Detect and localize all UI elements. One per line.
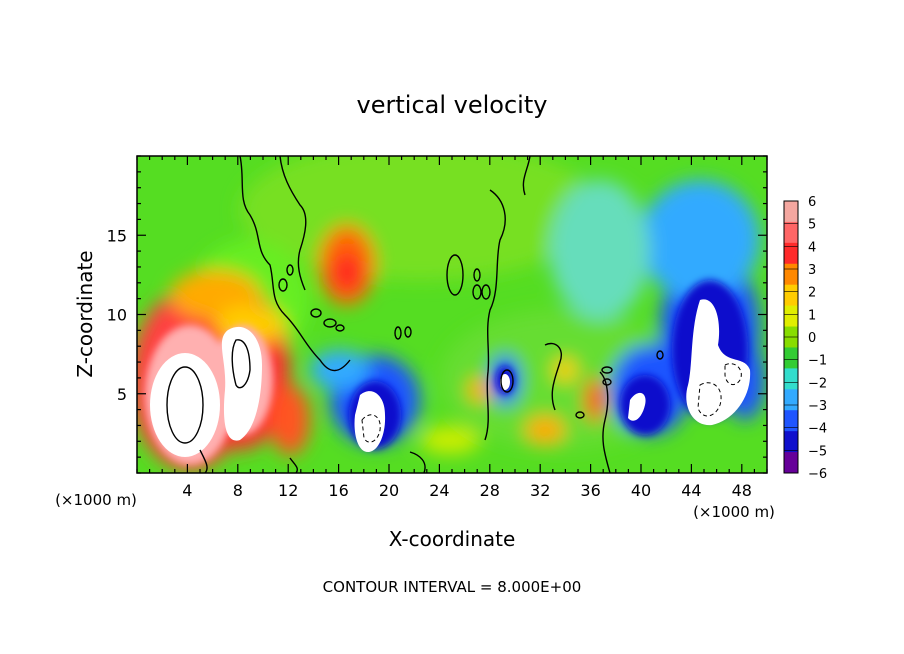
x-tick-label: 28 [480, 481, 500, 500]
y-tick-label: 5 [117, 385, 127, 404]
x-unit-label-right: (×1000 m) [693, 503, 775, 521]
chart-title: vertical velocity [357, 91, 548, 119]
colorbar: 6 5 4 3 2 1 0 −1 −2 −3 −4 −5 −6 [783, 195, 827, 482]
colorbar-label: 6 [808, 195, 816, 210]
colorbar-label: 1 [808, 308, 816, 323]
x-tick-label: 20 [379, 481, 399, 500]
colorbar-swatch [784, 284, 798, 307]
x-axis-label: X-coordinate [389, 527, 516, 551]
x-tick-label: 32 [530, 481, 550, 500]
contour-lines [166, 156, 664, 473]
x-tick-label: 8 [233, 481, 243, 500]
x-unit-label: (×1000 m) [55, 491, 137, 509]
colorbar-label: −4 [808, 422, 827, 437]
colorbar-label: −1 [808, 354, 827, 369]
x-tick-label: 44 [681, 481, 701, 500]
x-tick-label: 24 [429, 481, 449, 500]
colorbar-label: 5 [808, 218, 816, 233]
colorbar-swatch [784, 347, 798, 369]
colorbar-label: −2 [808, 376, 827, 391]
colorbar-swatch [784, 431, 798, 453]
contour-interval-note: CONTOUR INTERVAL = 8.000E+00 [323, 578, 582, 596]
colorbar-label: 2 [808, 286, 816, 301]
colorbar-label: −5 [808, 444, 827, 459]
colorbar-swatch [784, 368, 798, 390]
colorbar-label: −3 [808, 399, 827, 414]
x-tick-label: 48 [732, 481, 752, 500]
x-tick-label: 40 [631, 481, 651, 500]
x-tick-label: 4 [182, 481, 192, 500]
x-tick-label: 12 [278, 481, 298, 500]
colorbar-swatch [784, 242, 798, 265]
y-axis-label: Z-coordinate [73, 250, 97, 377]
colorbar-swatch [784, 221, 798, 244]
x-tick-label: 36 [580, 481, 600, 500]
colorbar-swatch [784, 452, 798, 474]
colorbar-label: 4 [808, 240, 816, 255]
colorbar-swatch [784, 201, 798, 223]
x-tick-label: 16 [328, 481, 348, 500]
colorbar-label: 0 [808, 331, 816, 346]
negative-contours [361, 363, 742, 443]
y-tick-label: 10 [107, 306, 127, 325]
colorbar-swatch [784, 389, 798, 411]
plot-area [137, 156, 767, 473]
y-tick-label: 15 [107, 226, 127, 245]
colorbar-swatch [784, 305, 798, 328]
x-axis: 4 8 12 16 20 24 28 32 36 40 44 48 [136, 156, 768, 500]
colorbar-swatch [784, 263, 798, 286]
colorbar-label: −6 [808, 467, 827, 482]
colorbar-label: 3 [808, 263, 816, 278]
y-axis: 5 10 15 [107, 155, 767, 474]
colorbar-swatch [784, 410, 798, 432]
